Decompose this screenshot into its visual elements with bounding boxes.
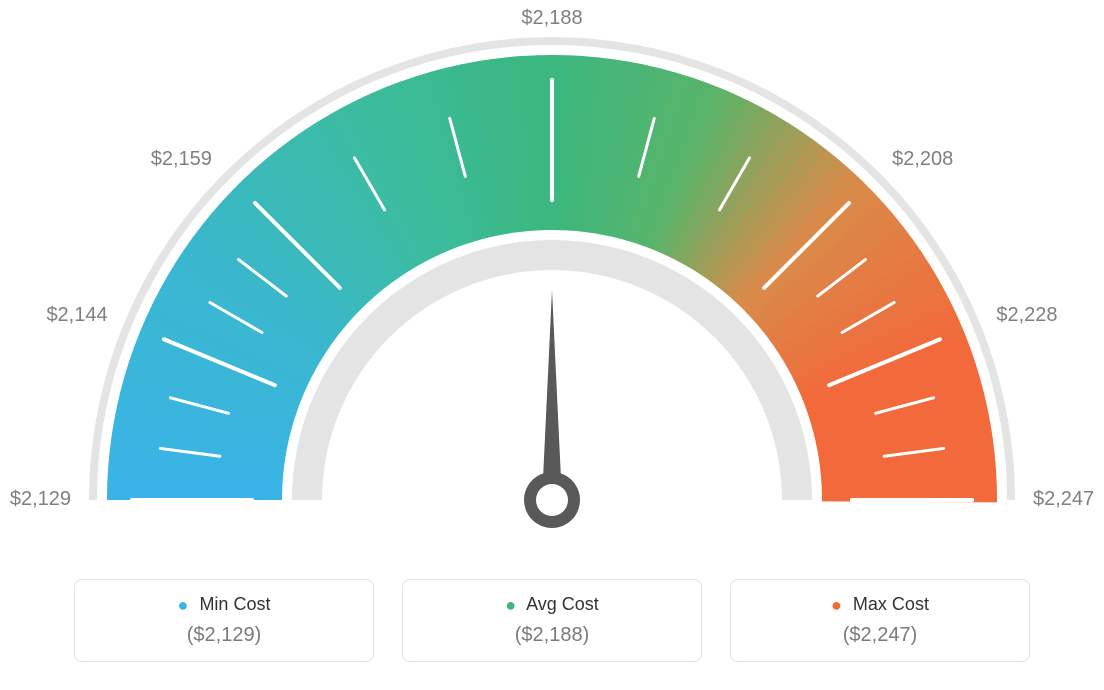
legend-label-avg: ● Avg Cost — [421, 594, 683, 616]
tick-label-4: $2,208 — [892, 148, 953, 171]
legend-card-min: ● Min Cost ($2,129) — [74, 579, 374, 662]
tick-label-3: $2,188 — [517, 7, 587, 30]
legend-max-value: ($2,247) — [749, 624, 1011, 647]
dot-icon: ● — [505, 595, 516, 615]
tick-label-5: $2,228 — [996, 304, 1057, 327]
gauge-svg — [0, 0, 1104, 560]
legend-label-max: ● Max Cost — [749, 594, 1011, 616]
gauge: $2,129 $2,144 $2,159 $2,188 $2,208 $2,22… — [0, 0, 1104, 560]
legend-label-min: ● Min Cost — [93, 594, 355, 616]
legend-max-label: Max Cost — [853, 594, 929, 614]
tick-label-1: $2,144 — [38, 304, 108, 327]
tick-label-6: $2,247 — [1033, 488, 1094, 511]
legend-row: ● Min Cost ($2,129) ● Avg Cost ($2,188) … — [0, 579, 1104, 662]
chart-container: $2,129 $2,144 $2,159 $2,188 $2,208 $2,22… — [0, 0, 1104, 690]
legend-min-label: Min Cost — [199, 594, 270, 614]
tick-label-2: $2,159 — [142, 148, 212, 171]
tick-label-0: $2,129 — [1, 488, 71, 511]
legend-avg-label: Avg Cost — [526, 594, 599, 614]
dot-icon: ● — [178, 595, 189, 615]
legend-card-avg: ● Avg Cost ($2,188) — [402, 579, 702, 662]
legend-avg-value: ($2,188) — [421, 624, 683, 647]
legend-card-max: ● Max Cost ($2,247) — [730, 579, 1030, 662]
dot-icon: ● — [831, 595, 842, 615]
legend-min-value: ($2,129) — [93, 624, 355, 647]
